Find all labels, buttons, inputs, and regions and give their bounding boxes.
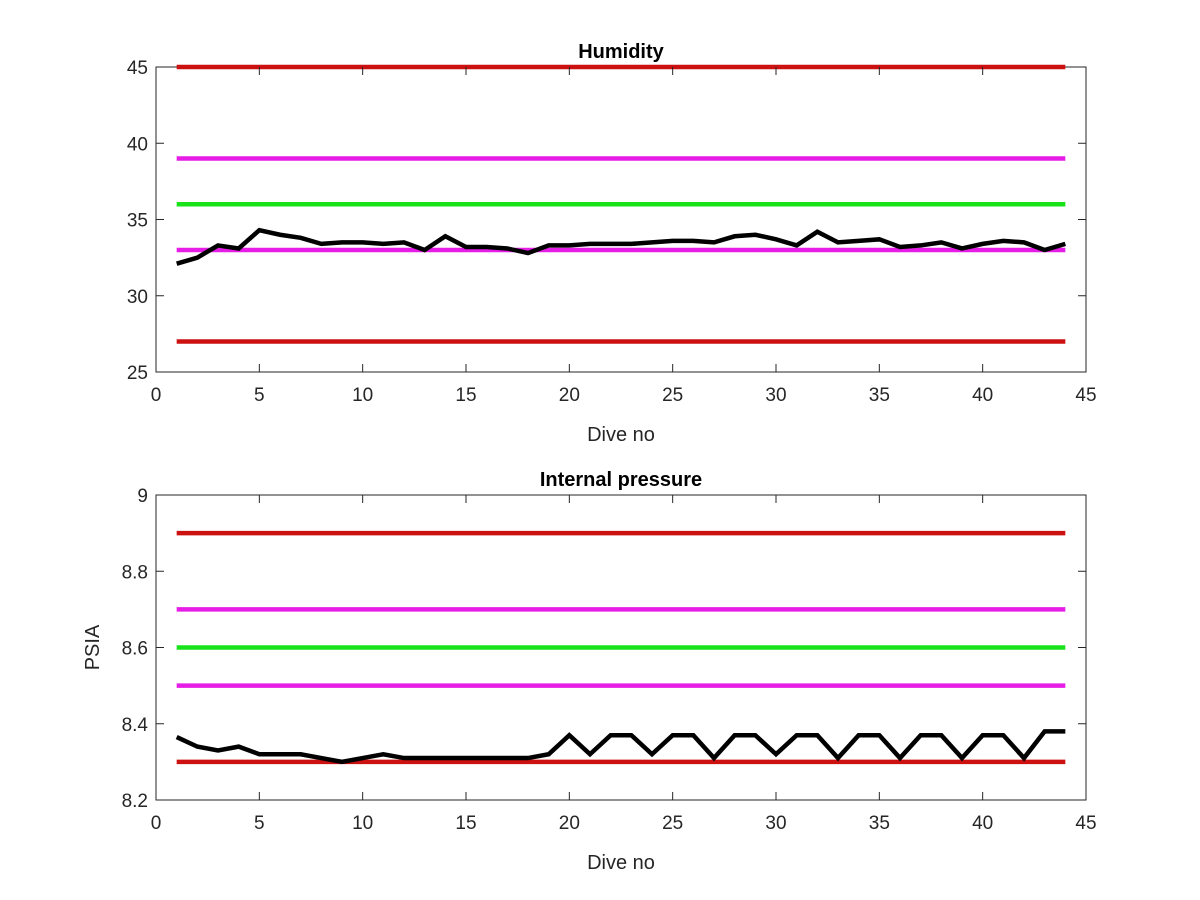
x-tick-label: 45 xyxy=(1075,385,1096,406)
x-tick-label: 5 xyxy=(254,813,265,834)
x-tick-label: 20 xyxy=(559,385,580,406)
y-tick-label: 8.8 xyxy=(122,562,148,583)
y-tick-label: 45 xyxy=(127,58,148,79)
x-tick-label: 0 xyxy=(151,813,162,834)
x-tick-label: 10 xyxy=(352,385,373,406)
chart-title: Humidity xyxy=(578,41,664,63)
x-axis-label: Dive no xyxy=(587,852,655,874)
y-tick-label: 25 xyxy=(127,363,148,384)
chart-title: Internal pressure xyxy=(540,469,702,491)
x-tick-label: 35 xyxy=(869,813,890,834)
y-tick-label: 8.2 xyxy=(122,791,148,812)
y-tick-label: 30 xyxy=(127,287,148,308)
x-tick-label: 40 xyxy=(972,813,993,834)
x-tick-label: 40 xyxy=(972,385,993,406)
x-tick-label: 15 xyxy=(455,385,476,406)
x-tick-label: 30 xyxy=(765,385,786,406)
internal-pressure-plot: 0 5 10 15 20 25 30 35 40 45 8.2 8.4 8.6 8.8 9 Internal … xyxy=(82,469,1097,874)
x-axis-label: Dive no xyxy=(587,424,655,446)
x-tick-label: 30 xyxy=(765,813,786,834)
x-tick-label: 15 xyxy=(455,813,476,834)
x-tick-label: 5 xyxy=(254,385,265,406)
x-tick-label: 20 xyxy=(559,813,580,834)
y-tick-label: 8.4 xyxy=(122,715,149,736)
x-tick-label: 10 xyxy=(352,813,373,834)
y-tick-label: 8.6 xyxy=(122,639,148,660)
x-tick-label: 35 xyxy=(869,385,890,406)
data-series-line xyxy=(175,729,1066,765)
humidity-plot: 0 5 10 15 20 25 30 35 40 45 25 30 35 40 45 Humidity Dive… xyxy=(127,41,1097,446)
y-tick-label: 9 xyxy=(137,486,148,507)
x-tick-label: 25 xyxy=(662,385,683,406)
y-axis-label: PSIA xyxy=(82,624,104,670)
y-tick-label: 40 xyxy=(127,134,148,155)
y-tick-label: 35 xyxy=(127,211,148,232)
x-tick-label: 0 xyxy=(151,385,162,406)
x-tick-label: 25 xyxy=(662,813,683,834)
axes-box xyxy=(155,66,1087,373)
data-series-line xyxy=(176,227,1066,266)
x-tick-label: 45 xyxy=(1075,813,1096,834)
